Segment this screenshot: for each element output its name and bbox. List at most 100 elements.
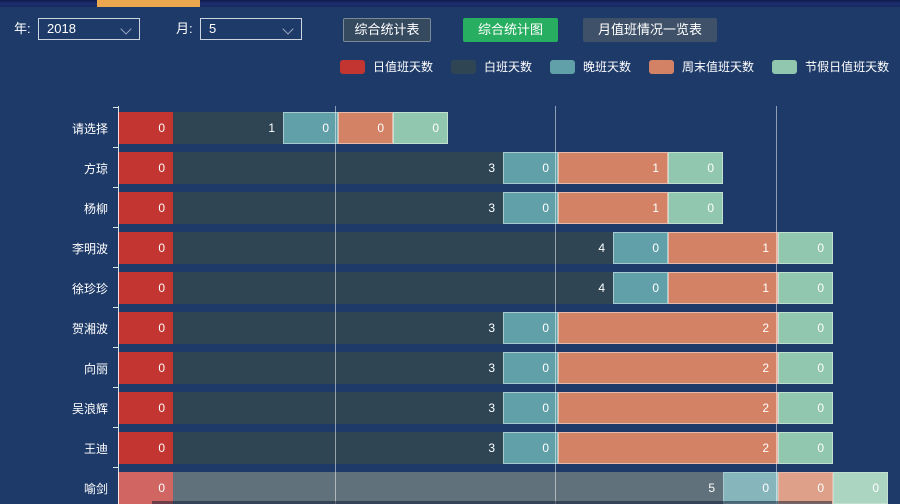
bar-segment[interactable]: 3 [173, 432, 503, 464]
bar-segment[interactable]: 0 [778, 472, 833, 504]
bar-segment[interactable]: 0 [778, 352, 833, 384]
bar-segment[interactable]: 1 [558, 192, 668, 224]
segment-value: 0 [817, 321, 824, 335]
chart-row: 喻剑 0 5 0 0 0 [0, 468, 900, 504]
month-select[interactable]: 5 [200, 18, 302, 40]
bar-segment[interactable]: 2 [558, 432, 778, 464]
segment-value: 3 [488, 361, 495, 375]
y-axis-line [118, 106, 119, 504]
legend-swatch [550, 59, 576, 74]
bar-segment[interactable]: 5 [173, 472, 723, 504]
bar-segment[interactable]: 0 [118, 232, 173, 264]
segment-value: 0 [158, 441, 165, 455]
segment-value: 5 [708, 481, 715, 495]
bar-segment[interactable]: 0 [393, 112, 448, 144]
bar-segment[interactable]: 0 [833, 472, 888, 504]
bar-segment[interactable]: 2 [558, 392, 778, 424]
bar-segment[interactable]: 3 [173, 352, 503, 384]
bar-segment[interactable]: 3 [173, 192, 503, 224]
chart-row: 王迪 0 3 0 2 0 [0, 428, 900, 468]
bar-segment[interactable]: 0 [118, 472, 173, 504]
segment-value: 0 [158, 401, 165, 415]
bar-segment[interactable]: 0 [503, 312, 558, 344]
bar-segment[interactable]: 1 [668, 272, 778, 304]
bar-segment[interactable]: 0 [503, 352, 558, 384]
bar-segment[interactable]: 0 [503, 392, 558, 424]
legend-swatch [340, 59, 365, 74]
bar-segment[interactable]: 0 [778, 272, 833, 304]
bar-segment[interactable]: 0 [668, 192, 723, 224]
category-label: 徐珍珍 [71, 281, 108, 296]
bar-segment[interactable]: 2 [558, 352, 778, 384]
axis-tick [113, 227, 118, 228]
segment-value: 0 [542, 321, 549, 335]
stacked-bar: 0 1 0 0 0 [118, 112, 448, 144]
bar-segment[interactable]: 0 [723, 472, 778, 504]
chart-row: 贺湘波 0 3 0 2 0 [0, 308, 900, 348]
legend-item[interactable]: 白班天数 [451, 58, 532, 75]
summary-table-button[interactable]: 综合统计表 [343, 18, 431, 42]
bar-segment[interactable]: 0 [613, 232, 668, 264]
bar-segment[interactable]: 0 [338, 112, 393, 144]
bar-segment[interactable]: 0 [503, 152, 558, 184]
bar-segment[interactable]: 3 [173, 152, 503, 184]
legend-item[interactable]: 日值班天数 [340, 58, 433, 75]
axis-tick [113, 107, 118, 108]
segment-value: 1 [762, 281, 769, 295]
segment-value: 0 [817, 241, 824, 255]
month-duty-overview-button[interactable]: 月值班情况一览表 [583, 18, 717, 42]
bar-segment[interactable]: 1 [173, 112, 283, 144]
bar-segment[interactable]: 0 [503, 432, 558, 464]
bar-segment[interactable]: 0 [283, 112, 338, 144]
year-select[interactable]: 2018 [38, 18, 140, 40]
bar-segment[interactable]: 0 [778, 232, 833, 264]
chevron-down-icon [282, 23, 294, 35]
year-label: 年: [14, 21, 31, 36]
bar-segment[interactable]: 0 [118, 192, 173, 224]
category-label: 贺湘波 [71, 321, 108, 336]
category-label: 李明波 [71, 241, 108, 256]
summary-chart-button[interactable]: 综合统计图 [463, 18, 558, 42]
segment-value: 0 [158, 161, 165, 175]
bar-segment[interactable]: 3 [173, 312, 503, 344]
legend-item[interactable]: 节假日值班天数 [772, 58, 889, 75]
category-label: 方琼 [83, 161, 108, 176]
segment-value: 0 [707, 161, 714, 175]
gridline [555, 106, 556, 504]
chart-row: 吴浪辉 0 3 0 2 0 [0, 388, 900, 428]
bar-segment[interactable]: 0 [118, 112, 173, 144]
bar-segment[interactable]: 1 [558, 152, 668, 184]
category-label: 向丽 [83, 361, 108, 376]
bar-segment[interactable]: 1 [668, 232, 778, 264]
chart-row: 李明波 0 4 0 1 0 [0, 228, 900, 268]
bar-segment[interactable]: 4 [173, 272, 613, 304]
legend-swatch [772, 59, 798, 74]
bar-segment[interactable]: 0 [118, 392, 173, 424]
segment-value: 0 [158, 481, 165, 495]
chart-row: 徐珍珍 0 4 0 1 0 [0, 268, 900, 308]
bar-segment[interactable]: 0 [778, 312, 833, 344]
bar-segment[interactable]: 0 [503, 192, 558, 224]
segment-value: 1 [268, 121, 275, 135]
bar-segment[interactable]: 0 [118, 352, 173, 384]
bar-segment[interactable]: 2 [558, 312, 778, 344]
bar-segment[interactable]: 4 [173, 232, 613, 264]
bar-segment[interactable]: 0 [778, 432, 833, 464]
legend-item[interactable]: 周末值班天数 [649, 58, 754, 75]
bar-segment[interactable]: 3 [173, 392, 503, 424]
axis-tick [113, 387, 118, 388]
bar-segment[interactable]: 0 [778, 392, 833, 424]
stacked-bar: 0 3 0 2 0 [118, 392, 833, 424]
segment-value: 0 [377, 121, 384, 135]
bar-segment[interactable]: 0 [118, 152, 173, 184]
window-top-strip [0, 0, 900, 7]
segment-value: 0 [542, 201, 549, 215]
bar-segment[interactable]: 0 [118, 432, 173, 464]
bar-segment[interactable]: 0 [613, 272, 668, 304]
bar-segment[interactable]: 0 [668, 152, 723, 184]
legend: 日值班天数 白班天数 晚班天数 周末值班天数 节假日值班天数 [340, 58, 889, 75]
segment-value: 0 [158, 201, 165, 215]
bar-segment[interactable]: 0 [118, 312, 173, 344]
bar-segment[interactable]: 0 [118, 272, 173, 304]
legend-item[interactable]: 晚班天数 [550, 58, 631, 75]
